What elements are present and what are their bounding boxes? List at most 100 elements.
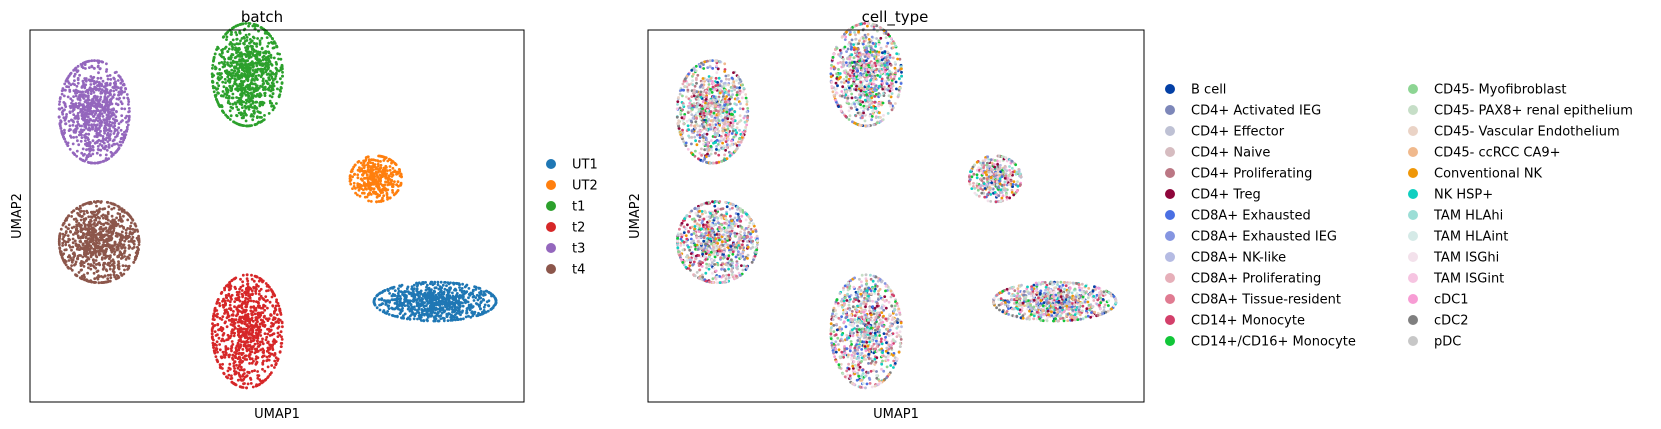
- batch-point: [72, 129, 76, 133]
- batch-point: [69, 83, 73, 87]
- batch-point: [393, 289, 397, 292]
- batch-point: [233, 43, 237, 46]
- batch-point: [99, 153, 102, 157]
- batch-point: [453, 315, 456, 319]
- batch-point: [255, 347, 259, 351]
- batch-point: [241, 106, 244, 109]
- batch-point: [249, 103, 253, 106]
- batch-point: [98, 263, 102, 267]
- batch-point: [420, 319, 423, 322]
- batch-point: [267, 55, 271, 58]
- batch-point: [69, 267, 73, 270]
- batch-point: [251, 313, 254, 317]
- batch-point: [252, 109, 256, 113]
- batch-point: [269, 328, 273, 332]
- batch-point: [239, 123, 243, 127]
- batch-point: [478, 291, 481, 294]
- batch-point: [123, 90, 126, 94]
- batch-point: [238, 66, 242, 69]
- batch-point: [93, 249, 97, 252]
- batch-point: [279, 345, 283, 348]
- batch-point: [245, 313, 249, 317]
- batch-point: [116, 243, 120, 247]
- batch-point: [108, 120, 112, 124]
- batch-point: [412, 317, 416, 321]
- batch-point: [460, 287, 464, 290]
- batch-point: [265, 335, 269, 339]
- batch-point: [68, 124, 72, 128]
- batch-point: [111, 139, 115, 143]
- batch-point: [387, 307, 391, 310]
- batch-point: [261, 354, 265, 358]
- batch-point: [93, 105, 96, 108]
- batch-point: [213, 330, 217, 333]
- batch-point: [221, 80, 225, 84]
- batch-point: [127, 240, 131, 243]
- batch-point: [73, 263, 76, 267]
- batch-point: [374, 191, 378, 194]
- batch-point: [264, 58, 268, 62]
- batch-point: [243, 111, 247, 115]
- batch-point: [77, 133, 81, 137]
- batch-point: [106, 74, 109, 78]
- batch-point: [221, 315, 225, 318]
- batch-point: [127, 100, 131, 104]
- batch-point: [127, 266, 130, 270]
- batch-point: [254, 61, 258, 65]
- batch-point: [94, 242, 98, 246]
- batch-point: [251, 35, 255, 39]
- cell-type-point: [746, 107, 750, 110]
- batch-point: [64, 240, 68, 244]
- batch-point: [252, 115, 255, 118]
- batch-point: [216, 333, 219, 337]
- batch-point: [261, 64, 265, 67]
- batch-point: [84, 132, 88, 136]
- batch-point: [223, 57, 227, 61]
- batch-point: [112, 132, 116, 135]
- batch-point: [76, 257, 79, 260]
- batch-point: [440, 302, 444, 306]
- batch-point: [118, 75, 122, 79]
- batch-point: [251, 292, 254, 296]
- batch-point: [251, 385, 255, 389]
- batch-point: [87, 266, 90, 270]
- batch-point: [252, 286, 256, 290]
- batch-point: [58, 103, 61, 106]
- batch-point: [100, 249, 103, 253]
- batch-point: [264, 282, 268, 285]
- batch-point: [225, 90, 229, 93]
- batch-point: [89, 219, 93, 223]
- batch-point: [363, 195, 367, 199]
- batch-point: [434, 317, 438, 321]
- batch-point: [479, 296, 483, 300]
- batch-point: [243, 372, 246, 375]
- batch-point: [451, 281, 455, 285]
- batch-point: [113, 203, 117, 207]
- batch-point: [255, 275, 259, 279]
- batch-point: [411, 287, 414, 291]
- batch-point: [89, 267, 93, 271]
- batch-point: [103, 100, 106, 104]
- batch-point: [66, 255, 70, 259]
- batch-point: [230, 346, 234, 349]
- batch-point: [437, 287, 441, 291]
- batch-point: [275, 71, 278, 75]
- batch-point: [267, 50, 271, 54]
- batch-point: [127, 107, 131, 110]
- batch-point: [84, 125, 88, 129]
- batch-point: [254, 50, 258, 53]
- batch-point: [256, 121, 260, 125]
- batch-point: [420, 313, 424, 317]
- batch-point: [426, 315, 430, 319]
- batch-point: [235, 72, 239, 76]
- batch-point: [370, 158, 374, 162]
- batch-point: [216, 350, 219, 354]
- batch-point: [81, 158, 84, 162]
- batch-point: [83, 86, 87, 90]
- batch-point: [280, 67, 284, 71]
- batch-point: [431, 306, 435, 309]
- batch-point: [377, 194, 381, 198]
- batch-point: [98, 125, 102, 129]
- batch-point: [484, 310, 488, 314]
- batch-point: [446, 319, 450, 322]
